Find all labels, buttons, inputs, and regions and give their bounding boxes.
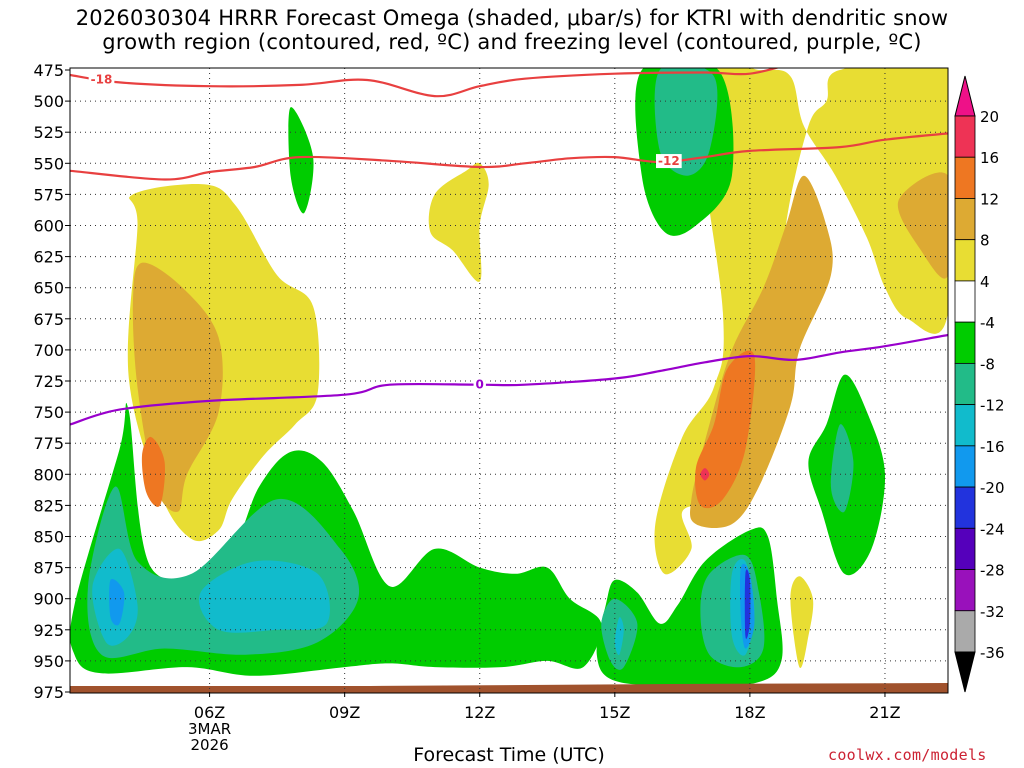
colorbar-swatch-5 [954, 321, 976, 364]
colorbar-swatch-2 [954, 198, 976, 241]
y-tick-label-475: 475 [33, 61, 64, 80]
x-tick-label-21Z: 21Z [869, 703, 900, 722]
credit-text: coolwx.com/models [828, 746, 987, 764]
omega-region-6 [897, 172, 948, 279]
omega-region-11 [288, 107, 314, 214]
contour-line-1 [70, 132, 948, 181]
omega-region-16 [654, 68, 718, 176]
y-tick-label-550: 550 [33, 154, 64, 173]
y-tick-label-850: 850 [33, 528, 64, 547]
y-tick-label-650: 650 [33, 279, 64, 298]
x-tick-label-18Z: 18Z [734, 703, 765, 722]
colorbar-swatch-12 [954, 610, 976, 653]
omega-region-19 [830, 424, 854, 513]
terrain-fill [70, 683, 948, 693]
contour-label-0: -18 [91, 73, 113, 87]
colorbar-label-11: -28 [980, 562, 1005, 580]
omega-region-8 [700, 468, 710, 481]
y-tick-label-575: 575 [33, 185, 64, 204]
y-tick-label-500: 500 [33, 92, 64, 111]
y-tick-label-800: 800 [33, 465, 64, 484]
colorbar-swatch-11 [954, 569, 976, 612]
omega-region-25 [744, 569, 751, 639]
colorbar-label-8: -16 [980, 438, 1005, 456]
omega-shading [70, 68, 948, 687]
colorbar-swatch-0 [954, 115, 976, 158]
colorbar: 20 16 12 8 4 -4 -8 -12 -16 -20 -24 -28 -32 -36 [954, 75, 1005, 693]
x-tick-sublabel-0: 3MAR [188, 720, 231, 738]
omega-region-23 [109, 578, 125, 626]
y-tick-label-600: 600 [33, 217, 64, 236]
y-tick-label-725: 725 [33, 372, 64, 391]
colorbar-label-6: -8 [980, 355, 995, 373]
contour-lines: -18 -12 0 [70, 68, 948, 426]
y-tick-label-825: 825 [33, 496, 64, 515]
colorbar-label-4: 4 [980, 273, 990, 291]
x-axis-label: Forecast Time (UTC) [413, 744, 605, 766]
colorbar-label-9: -20 [980, 479, 1005, 497]
colorbar-label-7: -12 [980, 397, 1005, 415]
colorbar-swatch-9 [954, 486, 976, 529]
y-tick-label-700: 700 [33, 341, 64, 360]
colorbar-swatch-4 [954, 280, 976, 323]
omega-region-21 [198, 560, 330, 633]
colorbar-extend-min [954, 651, 976, 693]
colorbar-swatch-10 [954, 527, 976, 570]
omega-region-7 [694, 350, 756, 509]
y-tick-label-625: 625 [33, 248, 64, 267]
omega-region-2 [141, 436, 165, 507]
terrain-surface [70, 683, 948, 693]
y-tick-label-925: 925 [33, 621, 64, 640]
contour-label-bg-0 [88, 72, 115, 87]
contour-label-2: 0 [476, 378, 484, 392]
colorbar-label-5: -4 [980, 314, 995, 332]
title-line-1: 2026030304 HRRR Forecast Omega (shaded, … [75, 6, 949, 30]
y-tick-label-775: 775 [33, 434, 64, 453]
x-tick-label-09Z: 09Z [329, 703, 360, 722]
omega-region-9 [790, 576, 814, 669]
y-tick-label-750: 750 [33, 403, 64, 422]
y-tick-label-675: 675 [33, 310, 64, 329]
omega-region-3 [428, 162, 489, 282]
colorbar-swatch-7 [954, 404, 976, 447]
colorbar-label-12: -32 [980, 603, 1005, 621]
x-tick-label-12Z: 12Z [464, 703, 495, 722]
contour-line-2 [70, 333, 948, 426]
contour-label-1: -12 [658, 154, 680, 168]
colorbar-swatch-6 [954, 362, 976, 406]
colorbar-swatch-8 [954, 445, 976, 488]
x-tick-sublabel-1: 2026 [190, 736, 228, 754]
colorbar-swatch-3 [954, 239, 976, 282]
contour-line-0 [70, 68, 780, 98]
y-tick-label-950: 950 [33, 652, 64, 671]
y-tick-label-875: 875 [33, 559, 64, 578]
colorbar-extend-max [954, 75, 976, 117]
y-axis: 475 500 525 550 575 600 625 650 675 700 725 750 775 8… [33, 61, 70, 702]
colorbar-label-2: 12 [980, 190, 999, 208]
y-tick-label-900: 900 [33, 590, 64, 609]
colorbar-label-1: 16 [980, 149, 999, 167]
colorbar-label-10: -24 [980, 520, 1005, 538]
colorbar-label-0: 20 [980, 108, 999, 126]
grid-lines [70, 68, 948, 692]
colorbar-label-3: 8 [980, 232, 990, 250]
contour-label-bg-1 [655, 154, 682, 169]
x-tick-label-06Z: 06Z [194, 703, 225, 722]
chart-title: 2026030304 HRRR Forecast Omega (shaded, … [0, 6, 1024, 54]
colorbar-swatch-1 [954, 156, 976, 199]
y-tick-label-525: 525 [33, 123, 64, 142]
contour-label-bg-2 [473, 377, 486, 392]
colorbar-label-13: -36 [980, 644, 1005, 662]
x-tick-label-15Z: 15Z [599, 703, 630, 722]
omega-region-26 [614, 617, 624, 656]
y-tick-label-975: 975 [33, 683, 64, 702]
title-line-2: growth region (contoured, red, ºC) and f… [102, 30, 922, 54]
